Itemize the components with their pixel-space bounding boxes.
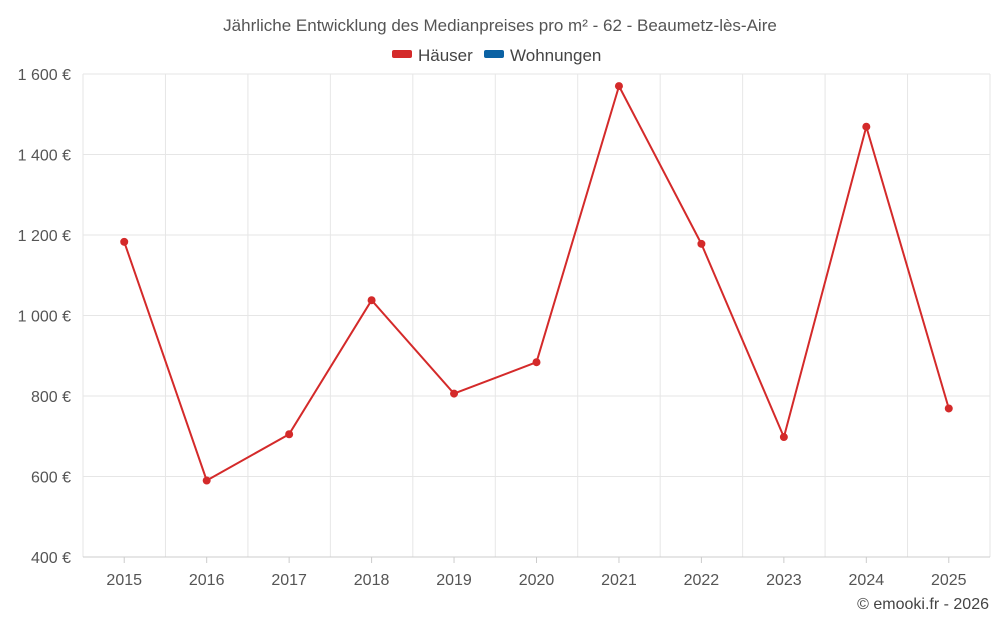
data-point[interactable]: [285, 430, 294, 439]
y-axis-ticks: 400 € 600 € 800 € 1 000 € 1 200 € 1 400 € 1 60…: [18, 67, 71, 567]
legend-label-haeuser: Häuser: [418, 46, 473, 65]
y-tick-label: 800 €: [31, 389, 71, 406]
data-point[interactable]: [944, 404, 953, 413]
data-point[interactable]: [202, 476, 211, 485]
x-tick-label: 2017: [271, 572, 307, 589]
x-tick-label: 2022: [684, 572, 720, 589]
x-tick-label: 2025: [931, 572, 967, 589]
legend-item-wohnungen[interactable]: Wohnungen: [484, 46, 601, 65]
legend-swatch-wohnungen: [484, 50, 504, 58]
x-tick-label: 2021: [601, 572, 637, 589]
y-tick-label: 1 200 €: [18, 228, 71, 245]
x-tick-label: 2018: [354, 572, 390, 589]
data-point[interactable]: [450, 389, 459, 398]
x-tick-label: 2023: [766, 572, 802, 589]
x-tick-label: 2024: [849, 572, 885, 589]
legend-item-haeuser[interactable]: Häuser: [392, 46, 473, 65]
data-point[interactable]: [862, 122, 871, 131]
x-tick-label: 2015: [106, 572, 142, 589]
legend-label-wohnungen: Wohnungen: [510, 46, 601, 65]
chart-title: Jährliche Entwicklung des Medianpreises …: [223, 16, 777, 35]
data-point[interactable]: [614, 82, 623, 91]
credit-text: © emooki.fr - 2026: [857, 596, 989, 613]
series-layer: [120, 82, 953, 485]
x-gridlines: [82, 74, 991, 557]
data-point[interactable]: [367, 296, 376, 305]
data-point[interactable]: [532, 358, 541, 367]
y-tick-label: 1 600 €: [18, 67, 71, 84]
y-tick-label: 1 400 €: [18, 148, 71, 165]
x-tick-label: 2020: [519, 572, 555, 589]
x-axis-ticks: 2015 2016 2017 2018 2019 2020 2021 2022 2023 2024…: [106, 557, 967, 589]
data-point[interactable]: [120, 237, 129, 246]
x-tick-label: 2016: [189, 572, 225, 589]
y-tick-label: 400 €: [31, 550, 71, 567]
y-tick-label: 1 000 €: [18, 309, 71, 326]
x-tick-label: 2019: [436, 572, 472, 589]
legend: Häuser Wohnungen: [392, 46, 601, 65]
data-point[interactable]: [779, 433, 788, 442]
y-tick-label: 600 €: [31, 470, 71, 487]
data-point[interactable]: [697, 239, 706, 248]
y-gridlines: [83, 73, 990, 477]
legend-swatch-haeuser: [392, 50, 412, 58]
